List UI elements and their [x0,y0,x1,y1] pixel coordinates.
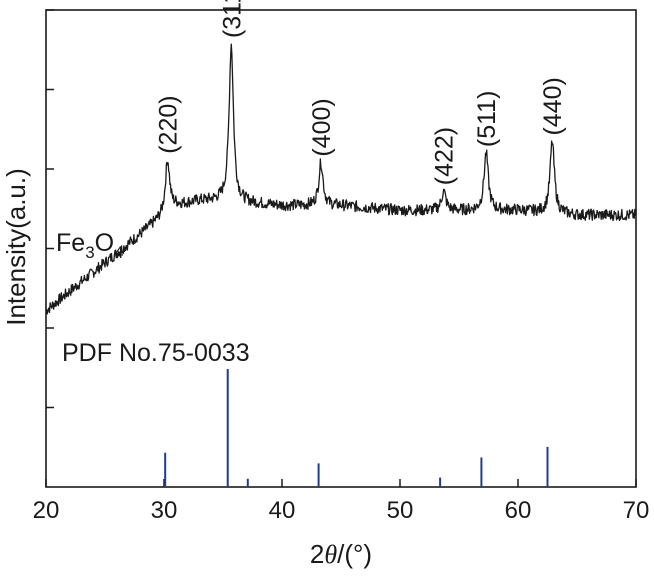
x-axis-ticks: 20 30 40 50 60 70 [33,479,650,524]
peak-label: (220) [155,95,183,153]
x-tick-label: 20 [33,497,60,524]
peak-label: (311) [218,0,246,38]
peak-label: (511) [473,91,501,148]
y-axis-ticks [46,9,54,409]
x-tick-label: 30 [151,497,178,524]
fe3o4-pattern-line [45,43,637,315]
x-tick-label: 50 [387,497,414,524]
reference-pattern [164,369,549,487]
peak-label: (400) [308,98,336,156]
reference-label: PDF No.75-0033 [62,339,250,367]
peak-label: (422) [431,127,459,185]
peak-label: (440) [539,77,567,135]
x-tick-label: 40 [269,497,296,524]
y-axis-label: Intensity(a.u.) [1,168,31,326]
x-tick-label: 60 [505,497,532,524]
x-tick-label: 70 [623,497,650,524]
peak-labels: (220) (311) (400) (422) (511) (440) [155,0,568,185]
series-label: Fe3O4 [56,229,124,262]
x-axis-label: 2θ/(°) [310,539,372,569]
